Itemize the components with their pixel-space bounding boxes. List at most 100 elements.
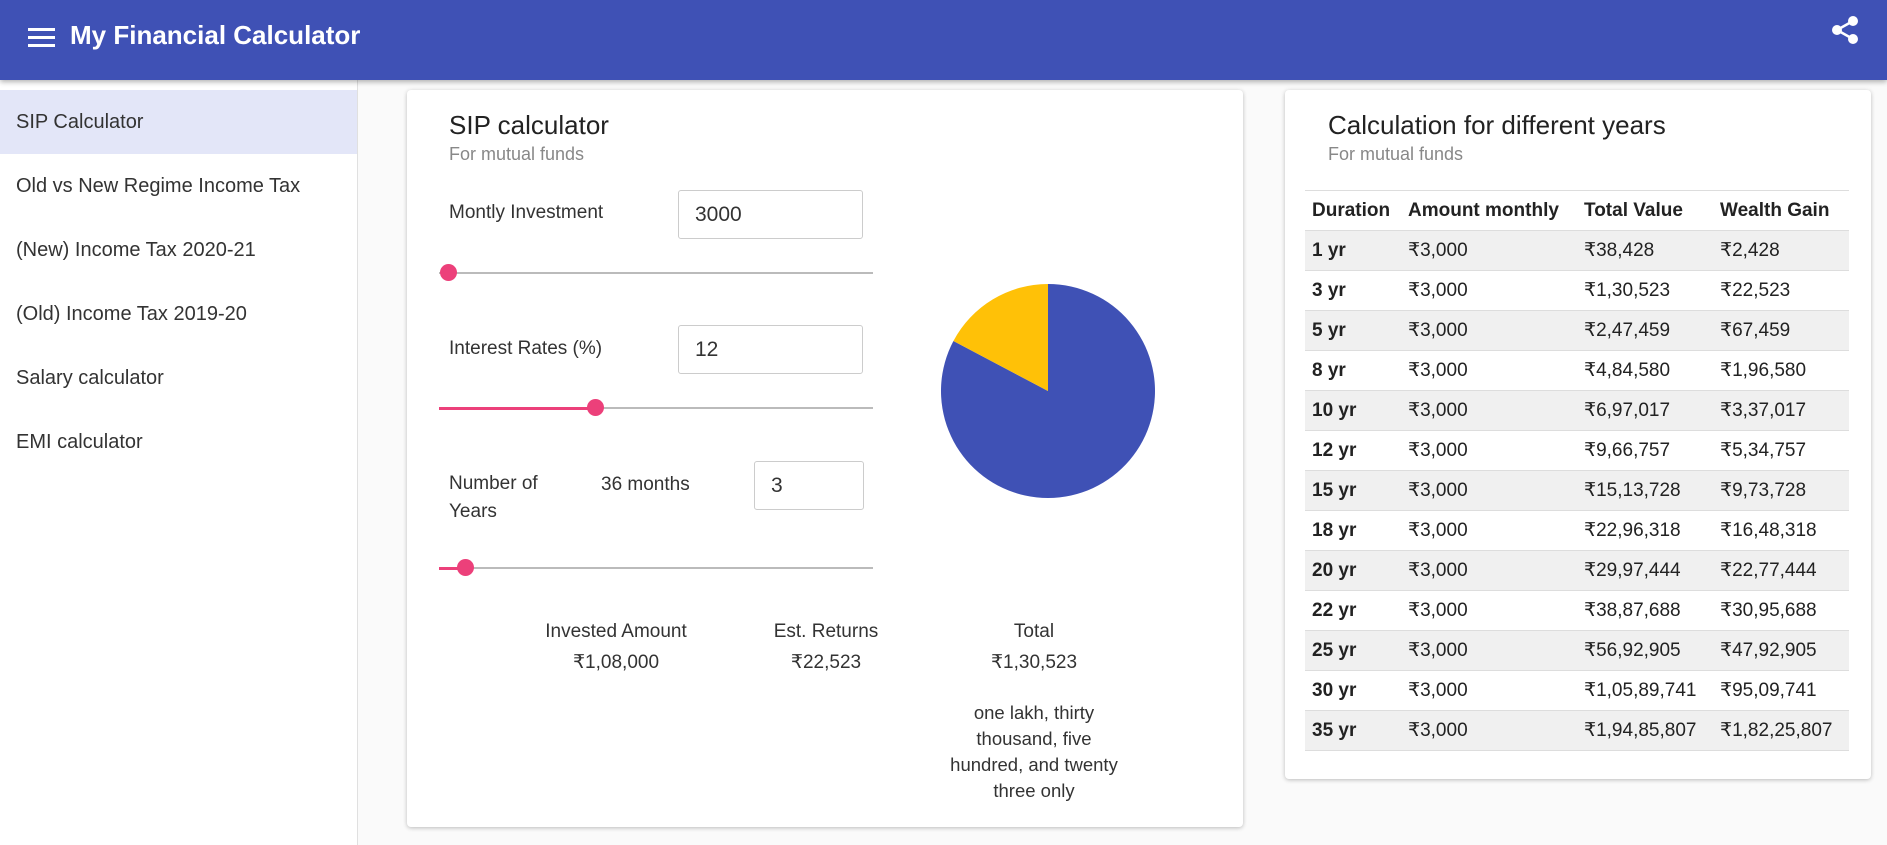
column-header: Wealth Gain bbox=[1713, 190, 1849, 231]
slider-fill bbox=[439, 567, 465, 570]
menu-button[interactable] bbox=[28, 27, 55, 47]
table-cell: ₹4,84,580 bbox=[1577, 350, 1713, 391]
slider-thumb[interactable] bbox=[440, 264, 457, 281]
table-cell: ₹95,09,741 bbox=[1713, 670, 1849, 711]
table-cell: 22 yr bbox=[1305, 590, 1401, 631]
table-cell: ₹67,459 bbox=[1713, 310, 1849, 351]
card-subtitle: For mutual funds bbox=[449, 144, 585, 164]
table-cell: 10 yr bbox=[1305, 390, 1401, 431]
table-cell: 12 yr bbox=[1305, 430, 1401, 471]
share-button[interactable] bbox=[1831, 15, 1859, 45]
slider-thumb[interactable] bbox=[587, 399, 604, 416]
table-cell: ₹29,97,444 bbox=[1577, 550, 1713, 591]
nav-item[interactable]: (Old) Income Tax 2019-20 bbox=[16, 303, 247, 325]
table-row: 8 yr ₹3,000 ₹4,84,580 ₹1,96,580 bbox=[1305, 350, 1849, 391]
nav-item[interactable]: Salary calculator bbox=[16, 367, 164, 389]
table-row: 5 yr ₹3,000 ₹2,47,459 ₹67,459 bbox=[1305, 310, 1849, 351]
slider-track[interactable] bbox=[439, 407, 873, 409]
table-cell: ₹3,000 bbox=[1401, 230, 1577, 271]
table-cell: ₹6,97,017 bbox=[1577, 390, 1713, 431]
slider-thumb[interactable] bbox=[457, 559, 474, 576]
table-cell: 8 yr bbox=[1305, 350, 1401, 391]
table-cell: ₹2,428 bbox=[1713, 230, 1849, 271]
table-row: 25 yr ₹3,000 ₹56,92,905 ₹47,92,905 bbox=[1305, 630, 1849, 671]
table-cell: ₹38,87,688 bbox=[1577, 590, 1713, 631]
table-row: 30 yr ₹3,000 ₹1,05,89,741 ₹95,09,741 bbox=[1305, 670, 1849, 711]
table-row: 15 yr ₹3,000 ₹15,13,728 ₹9,73,728 bbox=[1305, 470, 1849, 511]
table-cell: 5 yr bbox=[1305, 310, 1401, 351]
table-cell: ₹1,96,580 bbox=[1713, 350, 1849, 391]
table-cell: 25 yr bbox=[1305, 630, 1401, 671]
table-cell: ₹16,48,318 bbox=[1713, 510, 1849, 551]
table-cell: ₹9,73,728 bbox=[1713, 470, 1849, 511]
input[interactable]: 3000 bbox=[678, 190, 863, 239]
table-cell: ₹3,000 bbox=[1401, 550, 1577, 591]
card-subtitle: For mutual funds bbox=[1328, 144, 1464, 164]
years-table: Duration Amount monthly Total Value Wealth … bbox=[1305, 190, 1849, 751]
app-bar: My Financial Calculator bbox=[0, 0, 1887, 80]
summary-amount: ₹22,523 bbox=[790, 652, 862, 673]
table-cell: ₹3,000 bbox=[1401, 630, 1577, 671]
sidebar: SIP Calculator Old vs New Regime Income T… bbox=[0, 80, 358, 845]
table-cell: ₹3,000 bbox=[1401, 670, 1577, 711]
table-row: 35 yr ₹3,000 ₹1,94,85,807 ₹1,82,25,807 bbox=[1305, 710, 1849, 751]
column-header: Amount monthly bbox=[1401, 190, 1577, 231]
table-row: 22 yr ₹3,000 ₹38,87,688 ₹30,95,688 bbox=[1305, 590, 1849, 631]
table-row: 10 yr ₹3,000 ₹6,97,017 ₹3,37,017 bbox=[1305, 390, 1849, 431]
summary-label: Invested Amount bbox=[545, 621, 687, 642]
nav-item[interactable]: Old vs New Regime Income Tax bbox=[16, 175, 301, 197]
column-header: Duration bbox=[1305, 190, 1401, 231]
app-title: My Financial Calculator bbox=[70, 20, 361, 50]
table-cell: ₹3,000 bbox=[1401, 510, 1577, 551]
summary-amount: ₹1,30,523 bbox=[990, 652, 1078, 673]
input[interactable]: 3 bbox=[754, 461, 864, 510]
table-cell: ₹1,82,25,807 bbox=[1713, 710, 1849, 751]
table-row: 3 yr ₹3,000 ₹1,30,523 ₹22,523 bbox=[1305, 270, 1849, 311]
table-cell: 15 yr bbox=[1305, 470, 1401, 511]
column-header: Total Value bbox=[1577, 190, 1713, 231]
slider-fill bbox=[439, 407, 595, 410]
slider-track[interactable] bbox=[439, 567, 873, 569]
slider-track[interactable] bbox=[439, 272, 873, 274]
nav-item[interactable]: (New) Income Tax 2020-21 bbox=[16, 239, 256, 261]
table-cell: ₹56,92,905 bbox=[1577, 630, 1713, 671]
summary-amount: ₹1,08,000 bbox=[572, 652, 660, 673]
table-cell: ₹5,34,757 bbox=[1713, 430, 1849, 471]
table-cell: ₹2,47,459 bbox=[1577, 310, 1713, 351]
table-cell: ₹3,000 bbox=[1401, 270, 1577, 311]
table-row: 18 yr ₹3,000 ₹22,96,318 ₹16,48,318 bbox=[1305, 510, 1849, 551]
field-note: 36 months bbox=[601, 474, 690, 495]
input[interactable]: 12 bbox=[678, 325, 863, 374]
table-cell: ₹47,92,905 bbox=[1713, 630, 1849, 671]
table-cell: ₹22,77,444 bbox=[1713, 550, 1849, 591]
card-title: Calculation for different years bbox=[1328, 110, 1666, 140]
field-label: Interest Rates (%) bbox=[449, 338, 603, 359]
table-cell: 3 yr bbox=[1305, 270, 1401, 311]
table-cell: ₹22,96,318 bbox=[1577, 510, 1713, 551]
table-cell: ₹3,000 bbox=[1401, 430, 1577, 471]
table-cell: 30 yr bbox=[1305, 670, 1401, 711]
amount-in-words: one lakh, thirty thousand, five hundred,… bbox=[950, 702, 1118, 801]
table-cell: ₹3,000 bbox=[1401, 710, 1577, 751]
table-cell: ₹3,37,017 bbox=[1713, 390, 1849, 431]
table-cell: ₹3,000 bbox=[1401, 350, 1577, 391]
sip-card: SIP calculator For mutual funds Montly I… bbox=[407, 90, 1243, 827]
table-cell: ₹1,30,523 bbox=[1577, 270, 1713, 311]
pie-chart bbox=[941, 284, 1155, 498]
table-cell: 20 yr bbox=[1305, 550, 1401, 591]
table-row: 1 yr ₹3,000 ₹38,428 ₹2,428 bbox=[1305, 230, 1849, 271]
pie-slice bbox=[953, 284, 1048, 391]
table-cell: ₹30,95,688 bbox=[1713, 590, 1849, 631]
nav-item[interactable]: SIP Calculator bbox=[0, 90, 357, 154]
table-cell: ₹1,94,85,807 bbox=[1577, 710, 1713, 751]
table-cell: ₹15,13,728 bbox=[1577, 470, 1713, 511]
table-cell: ₹22,523 bbox=[1713, 270, 1849, 311]
table-cell: ₹3,000 bbox=[1401, 470, 1577, 511]
nav-item[interactable]: EMI calculator bbox=[16, 431, 143, 453]
card-title: SIP calculator bbox=[449, 110, 609, 140]
table-cell: ₹9,66,757 bbox=[1577, 430, 1713, 471]
table-row: 20 yr ₹3,000 ₹29,97,444 ₹22,77,444 bbox=[1305, 550, 1849, 591]
years-card: Calculation for different years For mutu… bbox=[1285, 90, 1871, 779]
table-cell: ₹3,000 bbox=[1401, 390, 1577, 431]
